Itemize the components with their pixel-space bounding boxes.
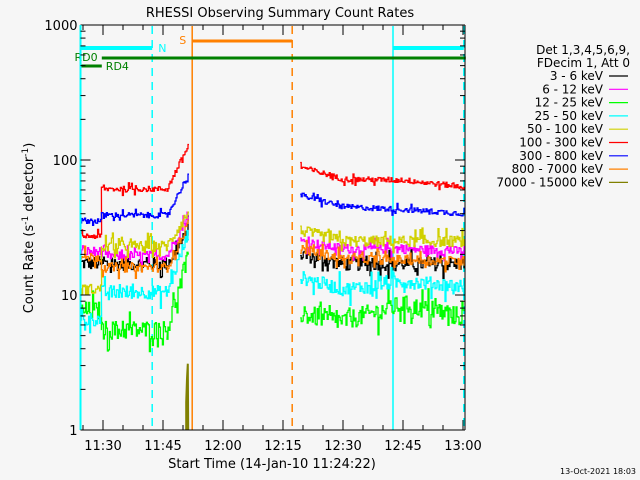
- legend-header-2: FDecim 1, Att 0: [537, 56, 630, 70]
- y-tick-label: 1: [69, 424, 77, 439]
- y-tick-label: 1000: [44, 19, 77, 34]
- flag-label-rd0: RD0: [75, 51, 98, 64]
- series-line: [80, 211, 189, 267]
- series-line: [300, 266, 465, 306]
- x-tick-label: 12:30: [324, 439, 361, 454]
- y-axis-label: Count Rate (s-1 detector-1): [21, 143, 37, 314]
- series-line: [80, 229, 189, 334]
- legend-label: 12 - 25 keV: [535, 96, 604, 110]
- series-line: [80, 173, 189, 227]
- series-line: [300, 192, 465, 217]
- series-line: [80, 219, 189, 280]
- x-tick-label: 13:00: [444, 439, 481, 454]
- series-line: [300, 285, 465, 336]
- x-tick-label: 12:00: [204, 439, 241, 454]
- flag-label-rd4: RD4: [106, 60, 129, 73]
- series-group: [80, 143, 465, 431]
- legend-label: 6 - 12 keV: [542, 82, 604, 96]
- series-line: [300, 239, 465, 273]
- series-line: [80, 211, 189, 296]
- series-line: [80, 251, 189, 353]
- x-tick-label: 11:45: [144, 439, 181, 454]
- legend-label: 7000 - 15000 keV: [496, 175, 603, 189]
- axes: 1 10 100 1000 11:30 11:45 12:00 12:15 12:30 12:45…: [44, 19, 481, 454]
- annotations: NS RD0 RD4: [75, 26, 466, 430]
- x-tick-label: 12:15: [264, 439, 301, 454]
- legend: Det 1,3,4,5,6,9, FDecim 1, Att 0 3 - 6 k…: [496, 43, 630, 189]
- legend-label: 800 - 7000 keV: [512, 162, 604, 176]
- series-line: [300, 225, 465, 254]
- series-line: [300, 247, 465, 281]
- y-tick-label: 10: [61, 289, 78, 304]
- y-tick-label: 100: [53, 154, 78, 169]
- legend-header-1: Det 1,3,4,5,6,9,: [536, 43, 630, 57]
- flag-label-n: N: [158, 42, 166, 55]
- legend-label: 100 - 300 keV: [519, 136, 603, 150]
- legend-label: 3 - 6 keV: [550, 69, 604, 83]
- x-tick-label: 11:30: [84, 439, 121, 454]
- flag-label-s: S: [179, 34, 186, 47]
- series-line: [300, 161, 465, 191]
- legend-label: 300 - 800 keV: [519, 149, 603, 163]
- series-line: [185, 363, 190, 431]
- legend-label: 50 - 100 keV: [527, 122, 604, 136]
- footer-timestamp: 13-Oct-2021 18:03: [560, 467, 636, 476]
- legend-label: 25 - 50 keV: [535, 109, 604, 123]
- chart-title: RHESSI Observing Summary Count Rates: [146, 6, 415, 21]
- x-tick-label: 12:45: [384, 439, 421, 454]
- x-axis-label: Start Time (14-Jan-10 11:24:22): [168, 457, 376, 472]
- series-line: [80, 143, 189, 240]
